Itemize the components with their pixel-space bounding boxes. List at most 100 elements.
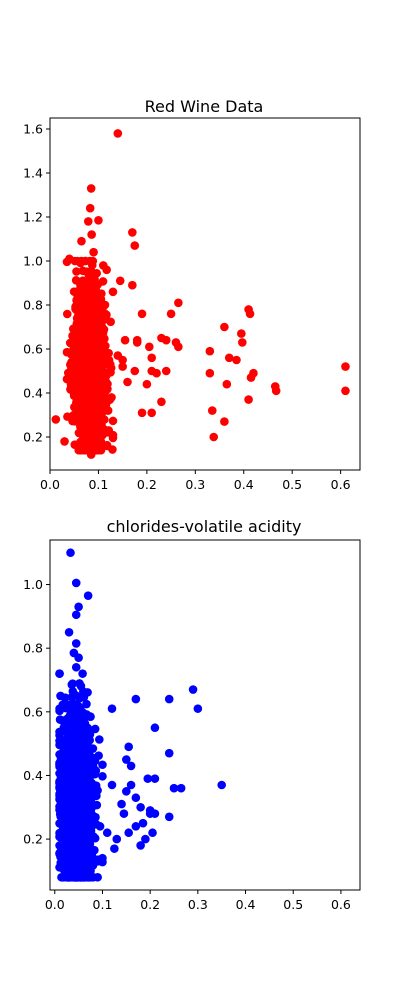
data-point [95, 735, 104, 744]
data-point [164, 748, 174, 758]
data-point [95, 822, 105, 831]
data-point [67, 680, 77, 689]
data-point [71, 275, 81, 285]
y-tick-label: 1.0 [23, 577, 43, 592]
data-point [63, 719, 72, 729]
data-point [78, 669, 87, 678]
data-point [86, 184, 96, 193]
data-point [86, 343, 95, 353]
data-point [115, 276, 125, 286]
data-point [90, 724, 100, 734]
data-point [98, 760, 107, 770]
data-point [89, 316, 98, 326]
data-point [205, 368, 215, 378]
data-point [71, 826, 81, 836]
data-point [88, 256, 98, 266]
data-point [101, 341, 110, 351]
data-point [77, 236, 86, 246]
x-tick-label: 0.4 [234, 477, 254, 492]
data-point [82, 830, 92, 839]
data-point [126, 780, 136, 790]
data-point [137, 309, 147, 319]
data-point [207, 406, 217, 415]
data-point [79, 780, 89, 790]
data-point [174, 342, 183, 352]
data-point [77, 438, 87, 447]
data-point [58, 796, 67, 805]
data-point [141, 834, 150, 844]
data-point [130, 241, 140, 250]
data-point [90, 845, 99, 855]
data-point [209, 432, 219, 442]
chart-title: chlorides-volatile acidity [107, 517, 302, 536]
data-point [89, 410, 98, 420]
data-point [222, 379, 232, 389]
data-point [87, 230, 96, 239]
data-point [71, 691, 81, 700]
data-point [93, 360, 103, 369]
data-point [174, 298, 183, 308]
data-point [107, 393, 116, 402]
data-point [55, 704, 64, 713]
data-point [99, 368, 109, 377]
data-point [74, 872, 83, 882]
data-point [78, 861, 88, 871]
data-point [71, 578, 81, 588]
data-point [107, 704, 117, 713]
data-point [78, 308, 87, 317]
chart-title: Red Wine Data [145, 97, 264, 116]
data-point [79, 377, 89, 386]
data-point [93, 872, 102, 882]
data-point [70, 731, 79, 740]
data-point [122, 755, 131, 764]
data-point [220, 322, 229, 332]
data-point [68, 746, 77, 755]
data-point [84, 735, 93, 744]
data-point [79, 323, 88, 333]
y-tick-label: 1.4 [23, 166, 43, 181]
y-tick-label: 1.0 [23, 254, 43, 269]
x-tick-label: 0.1 [88, 477, 108, 492]
data-point [86, 450, 96, 459]
data-point [77, 731, 86, 740]
data-point [147, 408, 157, 418]
x-tick-label: 0.6 [331, 477, 351, 492]
data-point [71, 752, 81, 762]
data-point [161, 366, 171, 376]
data-point [150, 774, 160, 783]
data-point [82, 335, 91, 345]
data-point [138, 818, 148, 828]
x-tick-label: 0.0 [45, 897, 65, 912]
chart-chlorides-volatile-acidity: chlorides-volatile acidity 0.0 0.1 0.2 0.3 0… [23, 517, 361, 912]
data-point [71, 303, 81, 312]
data-point [126, 761, 136, 771]
data-point [79, 692, 89, 702]
data-point [71, 717, 80, 726]
data-point [102, 828, 112, 838]
data-point [74, 653, 83, 663]
y-axis: 0.2 0.4 0.6 0.8 1.0 1.2 1.4 1.6 [23, 122, 50, 445]
data-point [117, 799, 126, 809]
data-point [164, 694, 174, 704]
data-point [89, 290, 98, 299]
data-point [103, 427, 113, 437]
data-point [108, 287, 118, 297]
data-point [93, 367, 102, 377]
data-point [80, 445, 89, 455]
data-point [71, 700, 81, 710]
data-point [59, 830, 68, 840]
data-point [83, 217, 93, 226]
data-point [96, 437, 106, 446]
data-point [66, 360, 75, 369]
data-point [93, 325, 102, 335]
data-point [90, 432, 99, 442]
data-point [83, 591, 93, 600]
data-point [78, 793, 87, 803]
data-point [70, 402, 79, 412]
data-point [62, 309, 72, 319]
data-point [72, 267, 81, 276]
data-point [164, 812, 174, 822]
y-tick-label: 0.2 [23, 430, 43, 445]
data-point [74, 602, 83, 612]
